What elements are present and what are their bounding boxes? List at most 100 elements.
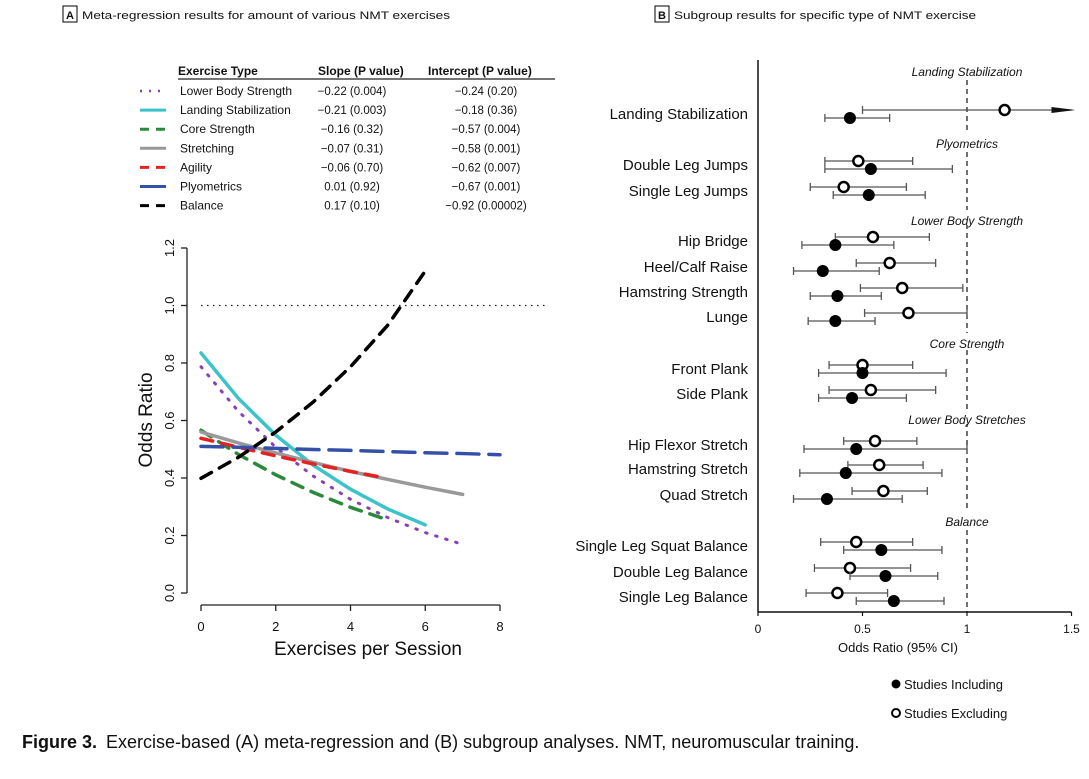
point-estimate-open xyxy=(843,561,857,575)
point-estimate-filled xyxy=(820,493,833,505)
row-label: Hip Flexor Stretch xyxy=(628,437,748,454)
series-line-plyometrics xyxy=(199,444,502,457)
exercise-type-name: Agility xyxy=(180,160,212,174)
forest-row: Heel/Calf Raise xyxy=(644,256,937,277)
excluding-estimate xyxy=(859,281,964,295)
y-axis-label: Odds Ratio xyxy=(136,372,157,467)
row-label: Hamstring Stretch xyxy=(628,461,748,478)
panel-b-label-box xyxy=(654,5,670,23)
group-title: Lower Body Stretches xyxy=(908,413,1025,427)
y-tick-label: 0.0 xyxy=(162,584,177,602)
row-label: Front Plank xyxy=(671,361,748,378)
excluding-estimate xyxy=(855,256,937,270)
panel-a-header: A Meta-regression results for amount of … xyxy=(62,5,451,23)
forest-row: Hamstring Strength xyxy=(619,281,964,302)
title-gap xyxy=(964,511,970,526)
including-estimate xyxy=(801,239,895,251)
point-estimate-open xyxy=(866,230,880,244)
exercise-type-name: Lower Body Strength xyxy=(180,84,292,98)
point-estimate-open xyxy=(998,103,1011,117)
point-estimate-filled xyxy=(816,265,829,277)
including-estimate xyxy=(817,367,947,379)
point-estimate-filled xyxy=(829,315,842,327)
panel-b-title: Subgroup results for specific type of NM… xyxy=(674,10,976,22)
x-tick-label: 0.5 xyxy=(854,622,871,636)
x-tick-label: 6 xyxy=(422,619,429,634)
excluding-estimate xyxy=(834,230,931,244)
excluding-estimate xyxy=(809,180,908,194)
x-tick-label: 4 xyxy=(347,619,354,634)
exercise-type-name: Core Strength xyxy=(180,122,255,136)
caption-body: Exercise-based (A) meta-regression and (… xyxy=(106,732,859,752)
caption-figure-label: Figure 3. xyxy=(22,732,97,752)
group-title: Lower Body Strength xyxy=(911,214,1023,228)
slope-value: 0.01 (0.92) xyxy=(324,182,380,194)
including-estimate xyxy=(824,112,891,124)
row-label: Landing Stabilization xyxy=(610,106,748,123)
including-estimate xyxy=(792,493,903,505)
title-gap xyxy=(964,210,970,225)
forest-row: Single Leg Jumps xyxy=(629,180,926,201)
panel-a-title: Meta-regression results for amount of va… xyxy=(82,10,451,22)
y-tick-label: 1.2 xyxy=(162,239,177,257)
table-row: Agility −0.06 (0.70) −0.62 (0.007) xyxy=(140,160,521,174)
intercept-value: −0.62 (0.007) xyxy=(452,162,521,174)
slope-value: 0.17 (0.10) xyxy=(324,201,380,213)
point-estimate-filled xyxy=(879,570,892,582)
forest-legend: Studies Including Studies Excluding xyxy=(891,677,1007,721)
including-estimate xyxy=(807,315,876,327)
filled-circle-icon xyxy=(891,679,901,689)
title-gap xyxy=(964,333,970,348)
forest-row: Quad Stretch xyxy=(660,484,928,505)
forest-group: Plyometrics Double Leg Jumps Single Leg Ju… xyxy=(623,133,998,201)
forest-row: Hip Bridge xyxy=(678,230,931,251)
excluding-estimate xyxy=(824,154,914,168)
y-tick-label: 1.0 xyxy=(162,296,177,314)
slope-value: −0.22 (0.004) xyxy=(318,86,387,98)
table-row: Lower Body Strength −0.22 (0.004) −0.24 (0… xyxy=(140,84,517,98)
including-estimate xyxy=(849,570,939,582)
panel-b-forest-plot: 0 0.5 1 1.5 Odds Ratio (95% CI) Landing Stabi… xyxy=(575,60,1080,721)
point-estimate-open xyxy=(837,180,850,194)
excluding-estimate xyxy=(861,103,1076,117)
point-estimate-open xyxy=(852,154,865,168)
excluding-estimate xyxy=(847,458,924,472)
x-tick-label: 0 xyxy=(197,619,204,634)
row-label: Double Leg Balance xyxy=(613,564,748,581)
intercept-value: −0.24 (0.20) xyxy=(455,86,518,98)
row-label: Hamstring Strength xyxy=(619,284,748,301)
panel-a-label-box xyxy=(62,5,78,23)
point-estimate-open xyxy=(883,256,896,270)
excluding-estimate xyxy=(851,484,928,498)
x-tick-label: 1 xyxy=(964,622,971,636)
table-row: Stretching −0.07 (0.31) −0.58 (0.001) xyxy=(140,141,521,155)
point-estimate-filled xyxy=(864,163,877,175)
x-axis-label: Odds Ratio (95% CI) xyxy=(838,640,958,655)
open-circle-icon xyxy=(891,708,901,718)
point-estimate-filled xyxy=(862,189,875,201)
forest-group: Lower Body Stretches Hip Flexor Stretch Ha… xyxy=(628,409,1026,505)
including-estimate xyxy=(799,467,943,479)
regression-table: Exercise Type Slope (P value) Intercept (P… xyxy=(140,64,555,213)
point-estimate-filled xyxy=(843,112,856,124)
point-estimate-filled xyxy=(875,544,888,556)
excluding-estimate xyxy=(805,586,889,600)
excluding-estimate xyxy=(843,434,918,448)
x-tick-label: 0 xyxy=(755,622,762,636)
title-gap xyxy=(964,133,970,148)
point-estimate-open xyxy=(864,383,878,397)
point-estimate-open xyxy=(868,434,882,448)
slope-value: −0.16 (0.32) xyxy=(321,124,384,136)
row-label: Double Leg Jumps xyxy=(623,157,748,174)
x-tick-label: 1.5 xyxy=(1063,622,1080,636)
figure-caption: Figure 3. Exercise-based (A) meta-regres… xyxy=(22,732,859,752)
forest-row: Landing Stabilization xyxy=(610,103,1076,124)
intercept-value: −0.18 (0.36) xyxy=(455,105,518,117)
forest-group: Balance Single Leg Squat Balance Double Le… xyxy=(575,511,989,607)
caption-text: Figure 3. Exercise-based (A) meta-regres… xyxy=(22,732,859,752)
row-label: Single Leg Jumps xyxy=(629,183,748,200)
legend-label-including: Studies Including xyxy=(904,677,1003,692)
panel-b-label: B xyxy=(658,10,666,22)
row-label: Quad Stretch xyxy=(660,487,748,504)
group-title: Balance xyxy=(945,515,989,529)
